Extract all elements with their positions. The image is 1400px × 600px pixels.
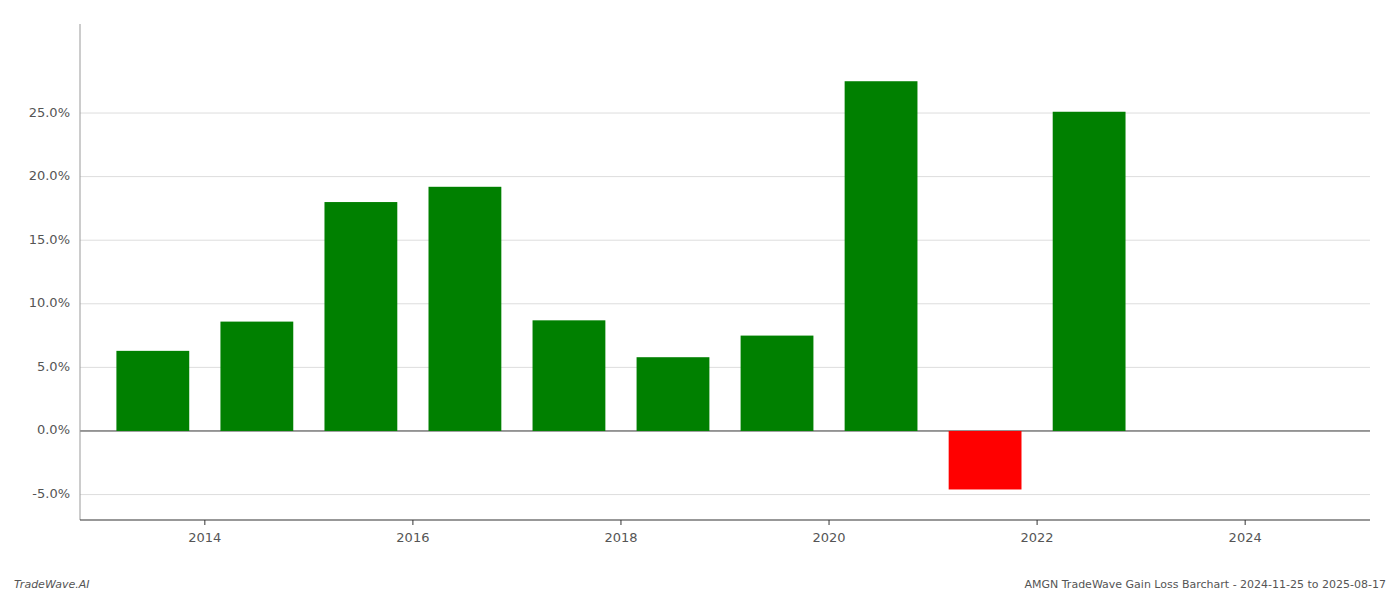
y-tick-label: 20.0%	[29, 168, 70, 183]
x-tick-label: 2016	[396, 530, 429, 545]
bar	[637, 357, 710, 431]
x-tick	[412, 520, 413, 525]
y-tick-label: 0.0%	[37, 422, 70, 437]
grid-line	[80, 240, 1370, 241]
bar	[220, 322, 293, 431]
y-tick-label: 10.0%	[29, 295, 70, 310]
grid-line	[80, 494, 1370, 495]
x-tick-label: 2024	[1229, 530, 1262, 545]
grid-line	[80, 113, 1370, 114]
y-axis-line	[80, 24, 81, 520]
y-tick-label: -5.0%	[32, 486, 70, 501]
x-tick	[1245, 520, 1246, 525]
bar	[429, 187, 502, 431]
bars	[116, 81, 1125, 489]
chart: -5.0% 0.0% 5.0% 10.0% 15.0% 20.0% 25.0% 2014 201…	[0, 0, 1400, 600]
y-tick-label: 25.0%	[29, 105, 70, 120]
bar	[533, 320, 606, 431]
y-tick-label: 5.0%	[37, 359, 70, 374]
grid-line	[80, 176, 1370, 177]
bar	[1053, 112, 1126, 431]
x-tick	[1037, 520, 1038, 525]
bar	[845, 81, 918, 431]
x-tick-label: 2022	[1021, 530, 1054, 545]
footer-right: AMGN TradeWave Gain Loss Barchart - 2024…	[1025, 578, 1387, 591]
bar	[116, 351, 189, 431]
bar	[324, 202, 397, 431]
x-tick-label: 2014	[188, 530, 221, 545]
y-grid	[80, 113, 1370, 495]
x-axis-line	[80, 519, 1370, 520]
x-tick-label: 2018	[604, 530, 637, 545]
x-tick	[829, 520, 830, 525]
y-tick-label: 15.0%	[29, 232, 70, 247]
x-tick	[620, 520, 621, 525]
bar	[741, 336, 814, 431]
x-tick	[204, 520, 205, 525]
x-tick-label: 2020	[812, 530, 845, 545]
footer-left: TradeWave.AI	[14, 578, 89, 591]
grid-line	[80, 303, 1370, 304]
background	[0, 0, 1400, 600]
bar	[949, 431, 1022, 490]
